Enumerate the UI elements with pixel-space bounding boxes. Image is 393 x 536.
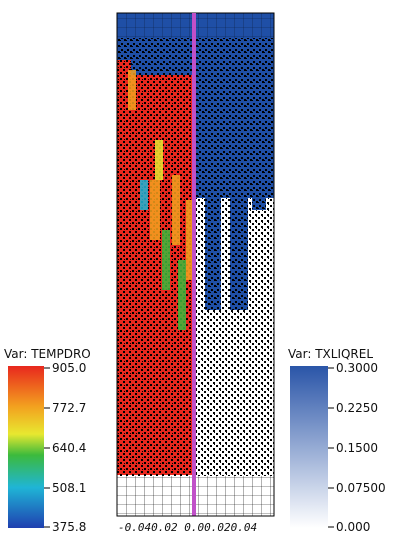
left-colorbar: Var: TEMPDRO 905.0 772.7 640.4 508.1 375… [4, 347, 91, 534]
left-tick-2: 640.4 [52, 441, 86, 455]
left-colorbar-title: Var: TEMPDRO [4, 347, 91, 361]
interface-line [192, 13, 196, 516]
field-region [116, 12, 275, 517]
right-colorbar-ticks: 0.3000 0.2250 0.1500 0.07500 0.000 [328, 361, 386, 534]
left-tick-3: 508.1 [52, 481, 86, 495]
x-axis: -0.040.02 0.00.020.04 [117, 515, 274, 534]
left-tick-0: 905.0 [52, 361, 86, 375]
right-colorbar-title: Var: TXLIQREL [288, 347, 373, 361]
right-tick-2: 0.1500 [336, 441, 378, 455]
right-tick-0: 0.3000 [336, 361, 378, 375]
right-tick-1: 0.2250 [336, 401, 378, 415]
left-tick-1: 772.7 [52, 401, 86, 415]
x-axis-tick-labels: -0.040.02 0.00.020.04 [118, 521, 257, 534]
right-tick-3: 0.07500 [336, 481, 386, 495]
right-tick-4: 0.000 [336, 520, 370, 534]
left-tick-4: 375.8 [52, 520, 86, 534]
left-colorbar-ticks: 905.0 772.7 640.4 508.1 375.8 [44, 361, 86, 534]
right-colorbar: Var: TXLIQREL 0.3000 0.2250 0.1500 0.075… [288, 347, 386, 534]
